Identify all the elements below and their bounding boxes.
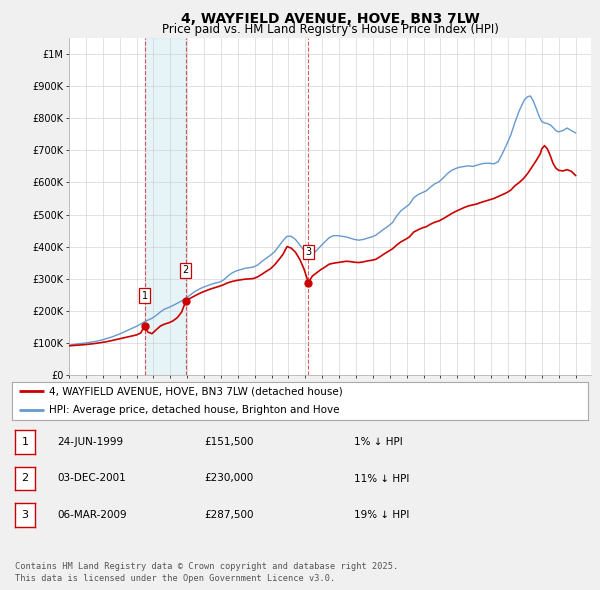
Text: 3: 3 [305, 247, 311, 257]
Text: £287,500: £287,500 [204, 510, 254, 520]
Text: 1: 1 [142, 290, 148, 300]
Bar [145, 38, 186, 375]
Text: 03-DEC-2001: 03-DEC-2001 [57, 474, 126, 483]
Text: 1: 1 [22, 437, 28, 447]
Text: 19% ↓ HPI: 19% ↓ HPI [354, 510, 409, 520]
Text: 1% ↓ HPI: 1% ↓ HPI [354, 437, 403, 447]
Text: 4, WAYFIELD AVENUE, HOVE, BN3 7LW: 4, WAYFIELD AVENUE, HOVE, BN3 7LW [181, 12, 479, 26]
Text: £230,000: £230,000 [204, 474, 253, 483]
Text: 24-JUN-1999: 24-JUN-1999 [57, 437, 123, 447]
Text: 3: 3 [22, 510, 28, 520]
Text: 2: 2 [22, 474, 28, 483]
Text: £151,500: £151,500 [204, 437, 254, 447]
Text: 4, WAYFIELD AVENUE, HOVE, BN3 7LW (detached house): 4, WAYFIELD AVENUE, HOVE, BN3 7LW (detac… [49, 386, 343, 396]
Text: HPI: Average price, detached house, Brighton and Hove: HPI: Average price, detached house, Brig… [49, 405, 340, 415]
Text: Price paid vs. HM Land Registry's House Price Index (HPI): Price paid vs. HM Land Registry's House … [161, 23, 499, 36]
Text: 06-MAR-2009: 06-MAR-2009 [57, 510, 127, 520]
Text: 2: 2 [183, 266, 189, 276]
Text: Contains HM Land Registry data © Crown copyright and database right 2025.
This d: Contains HM Land Registry data © Crown c… [15, 562, 398, 583]
Text: 11% ↓ HPI: 11% ↓ HPI [354, 474, 409, 483]
